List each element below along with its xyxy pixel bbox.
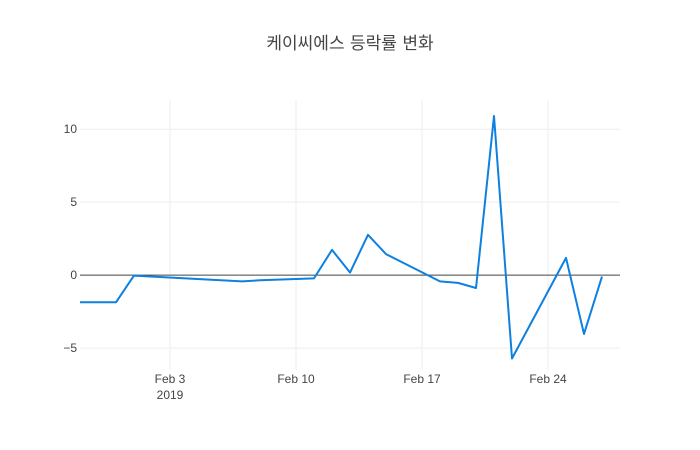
plot-area [80, 115, 603, 360]
y-tick-label: −5 [63, 341, 77, 355]
x-tick-label: Feb 24 [529, 372, 567, 386]
y-tick-label: 10 [64, 122, 78, 136]
axes: Feb 3 2019 Feb 10 Feb 17 Feb 24 10 5 0 −5 [63, 122, 567, 402]
x-tick-label: Feb 17 [403, 372, 441, 386]
y-tick-label: 0 [70, 268, 77, 282]
x-tick-label: Feb 3 [155, 372, 186, 386]
x-tick-sublabel: 2019 [157, 388, 184, 402]
series-line [80, 115, 603, 360]
chart-title: 케이씨에스 등락률 변화 [266, 34, 434, 54]
grid [80, 100, 620, 370]
y-tick-label: 5 [70, 195, 77, 209]
x-tick-label: Feb 10 [277, 372, 315, 386]
